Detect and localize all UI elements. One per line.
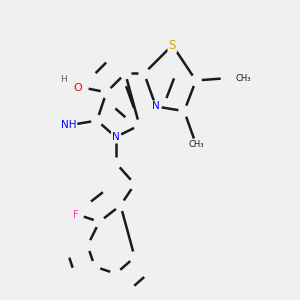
Text: CH₃: CH₃ — [188, 140, 204, 148]
Text: H: H — [60, 75, 66, 84]
Text: N: N — [152, 101, 160, 111]
Text: CH₃: CH₃ — [236, 74, 251, 83]
Text: N: N — [112, 132, 120, 142]
Text: NH: NH — [61, 120, 76, 130]
Text: O: O — [74, 82, 82, 93]
Text: S: S — [169, 39, 176, 52]
Text: F: F — [73, 210, 79, 220]
